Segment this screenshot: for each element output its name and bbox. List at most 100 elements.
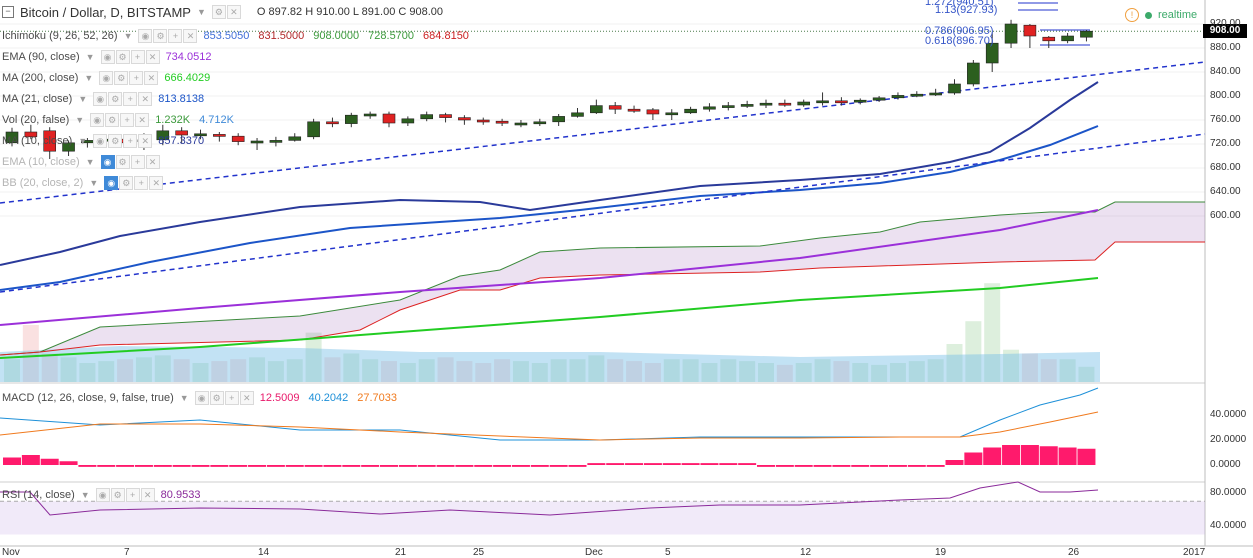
legend-row[interactable]: MA (21, close) ▼ ◉ ⚙ + ✕ 813.8138 [2,91,207,107]
visibility-icon[interactable]: ◉ [104,176,119,190]
visibility-icon[interactable]: ◉ [95,488,110,502]
legend-row[interactable]: Ichimoku (9, 26, 52, 26) ▼ ◉ ⚙ + ✕ 853.5050 831… [2,28,472,44]
macd-histogram-bar [172,465,191,467]
add-icon[interactable]: + [120,113,135,127]
close-icon[interactable]: ✕ [144,71,159,85]
macd-axis-label: 40.0000 [1210,409,1247,420]
chevron-down-icon[interactable]: ▼ [85,157,95,167]
add-icon[interactable]: + [130,50,145,64]
chevron-down-icon[interactable]: ▼ [123,31,133,41]
macd-line [0,387,1099,441]
volume-bar [927,359,944,382]
indicator-value: 831.5000 [258,30,305,42]
visibility-icon[interactable]: ◉ [99,71,114,85]
settings-icon[interactable]: ⚙ [209,391,224,405]
settings-icon[interactable]: ⚙ [211,5,226,19]
collapse-toggle[interactable]: − [2,6,14,18]
indicator-name[interactable]: MA (10, close) [2,135,73,147]
settings-icon[interactable]: ⚙ [110,488,125,502]
chevron-down-icon[interactable]: ▼ [196,7,206,17]
senkou-span-b [0,241,1205,356]
macd-histogram-bar [719,463,738,465]
legend-row[interactable]: MA (10, close) ▼ ◉ ⚙ + ✕ 857.3370 [2,133,207,149]
add-icon[interactable]: + [224,391,239,405]
add-icon[interactable]: + [123,134,138,148]
indicator-name[interactable]: MACD (12, 26, close, 9, false, true) [2,392,174,404]
chevron-down-icon[interactable]: ▼ [85,52,95,62]
visibility-icon[interactable]: ◉ [93,134,108,148]
indicator-name[interactable]: EMA (90, close) [2,51,80,63]
macd-histogram-bar [606,463,625,465]
legend-row[interactable]: EMA (90, close) ▼ ◉ ⚙ + ✕ 734.0512 [2,49,214,65]
legend-row[interactable]: Vol (20, false) ▼ ◉ ⚙ + ✕ 1.232K 4.712K [2,112,237,128]
macd-legend[interactable]: MACD (12, 26, close, 9, false, true) ▼ ◉ ⚙ +… [2,390,400,406]
add-icon[interactable]: + [123,92,138,106]
chevron-down-icon[interactable]: ▼ [179,393,189,403]
legend-row[interactable]: EMA (10, close) ▼ ◉ ⚙ + ✕ [2,154,160,170]
macd-histogram-bar [775,465,794,467]
add-icon[interactable]: + [130,155,145,169]
warning-icon[interactable]: ! [1125,8,1139,22]
visibility-icon[interactable]: ◉ [194,391,209,405]
close-icon[interactable]: ✕ [138,92,153,106]
lower-trendline [0,133,1206,293]
realtime-label: realtime [1158,9,1198,21]
volume-bar [41,353,58,382]
visibility-icon[interactable]: ◉ [100,155,115,169]
chevron-down-icon[interactable]: ▼ [80,490,90,500]
add-icon[interactable]: + [129,71,144,85]
macd-histogram-bar [549,465,568,467]
volume-bar [475,363,492,382]
close-icon[interactable]: ✕ [149,176,164,190]
settings-icon[interactable]: ⚙ [114,71,129,85]
chevron-down-icon[interactable]: ▼ [78,94,88,104]
chevron-down-icon[interactable]: ▼ [78,136,88,146]
candle-body [231,135,245,142]
settings-icon[interactable]: ⚙ [105,113,120,127]
close-icon[interactable]: ✕ [239,391,254,405]
macd-histogram-bar [681,463,700,465]
add-icon[interactable]: + [134,176,149,190]
close-icon[interactable]: ✕ [183,29,198,43]
close-icon[interactable]: ✕ [140,488,155,502]
visibility-icon[interactable]: ◉ [100,50,115,64]
close-icon[interactable]: ✕ [226,5,241,19]
rsi-legend[interactable]: RSI (14, close) ▼ ◉ ⚙ + ✕ 80.9533 [2,487,203,503]
close-icon[interactable]: ✕ [145,50,160,64]
settings-icon[interactable]: ⚙ [119,176,134,190]
add-icon[interactable]: + [168,29,183,43]
chevron-down-icon[interactable]: ▼ [89,178,99,188]
settings-icon[interactable]: ⚙ [108,92,123,106]
legend-row[interactable]: MA (200, close) ▼ ◉ ⚙ + ✕ 666.4029 [2,70,213,86]
macd-histogram-bar [134,465,153,467]
symbol-title[interactable]: Bitcoin / Dollar, D, BITSTAMP [20,4,191,20]
close-icon[interactable]: ✕ [138,134,153,148]
settings-icon[interactable]: ⚙ [153,29,168,43]
candle-body [250,140,264,144]
add-icon[interactable]: + [125,488,140,502]
visibility-icon[interactable]: ◉ [138,29,153,43]
visibility-icon[interactable]: ◉ [90,113,105,127]
indicator-name[interactable]: MA (200, close) [2,72,79,84]
chevron-down-icon[interactable]: ▼ [75,115,85,125]
settings-icon[interactable]: ⚙ [108,134,123,148]
close-icon[interactable]: ✕ [145,155,160,169]
volume-bar [739,361,756,382]
indicator-value: 813.8138 [158,93,205,105]
legend-row[interactable]: BB (20, close, 2) ▼ ◉ ⚙ + ✕ [2,175,164,191]
macd-histogram-bar [511,465,530,467]
visibility-icon[interactable]: ◉ [93,92,108,106]
indicator-name[interactable]: EMA (10, close) [2,156,80,168]
indicator-name[interactable]: BB (20, close, 2) [2,177,84,189]
settings-icon[interactable]: ⚙ [115,50,130,64]
settings-icon[interactable]: ⚙ [115,155,130,169]
chevron-down-icon[interactable]: ▼ [84,73,94,83]
close-icon[interactable]: ✕ [135,113,150,127]
indicator-name[interactable]: Ichimoku (9, 26, 52, 26) [2,30,118,42]
macd-histogram-bar [964,452,983,465]
indicator-name[interactable]: MA (21, close) [2,93,73,105]
ichimoku-cloud [0,201,1205,356]
indicator-name[interactable]: Vol (20, false) [2,114,70,126]
indicator-name[interactable]: RSI (14, close) [2,489,75,501]
